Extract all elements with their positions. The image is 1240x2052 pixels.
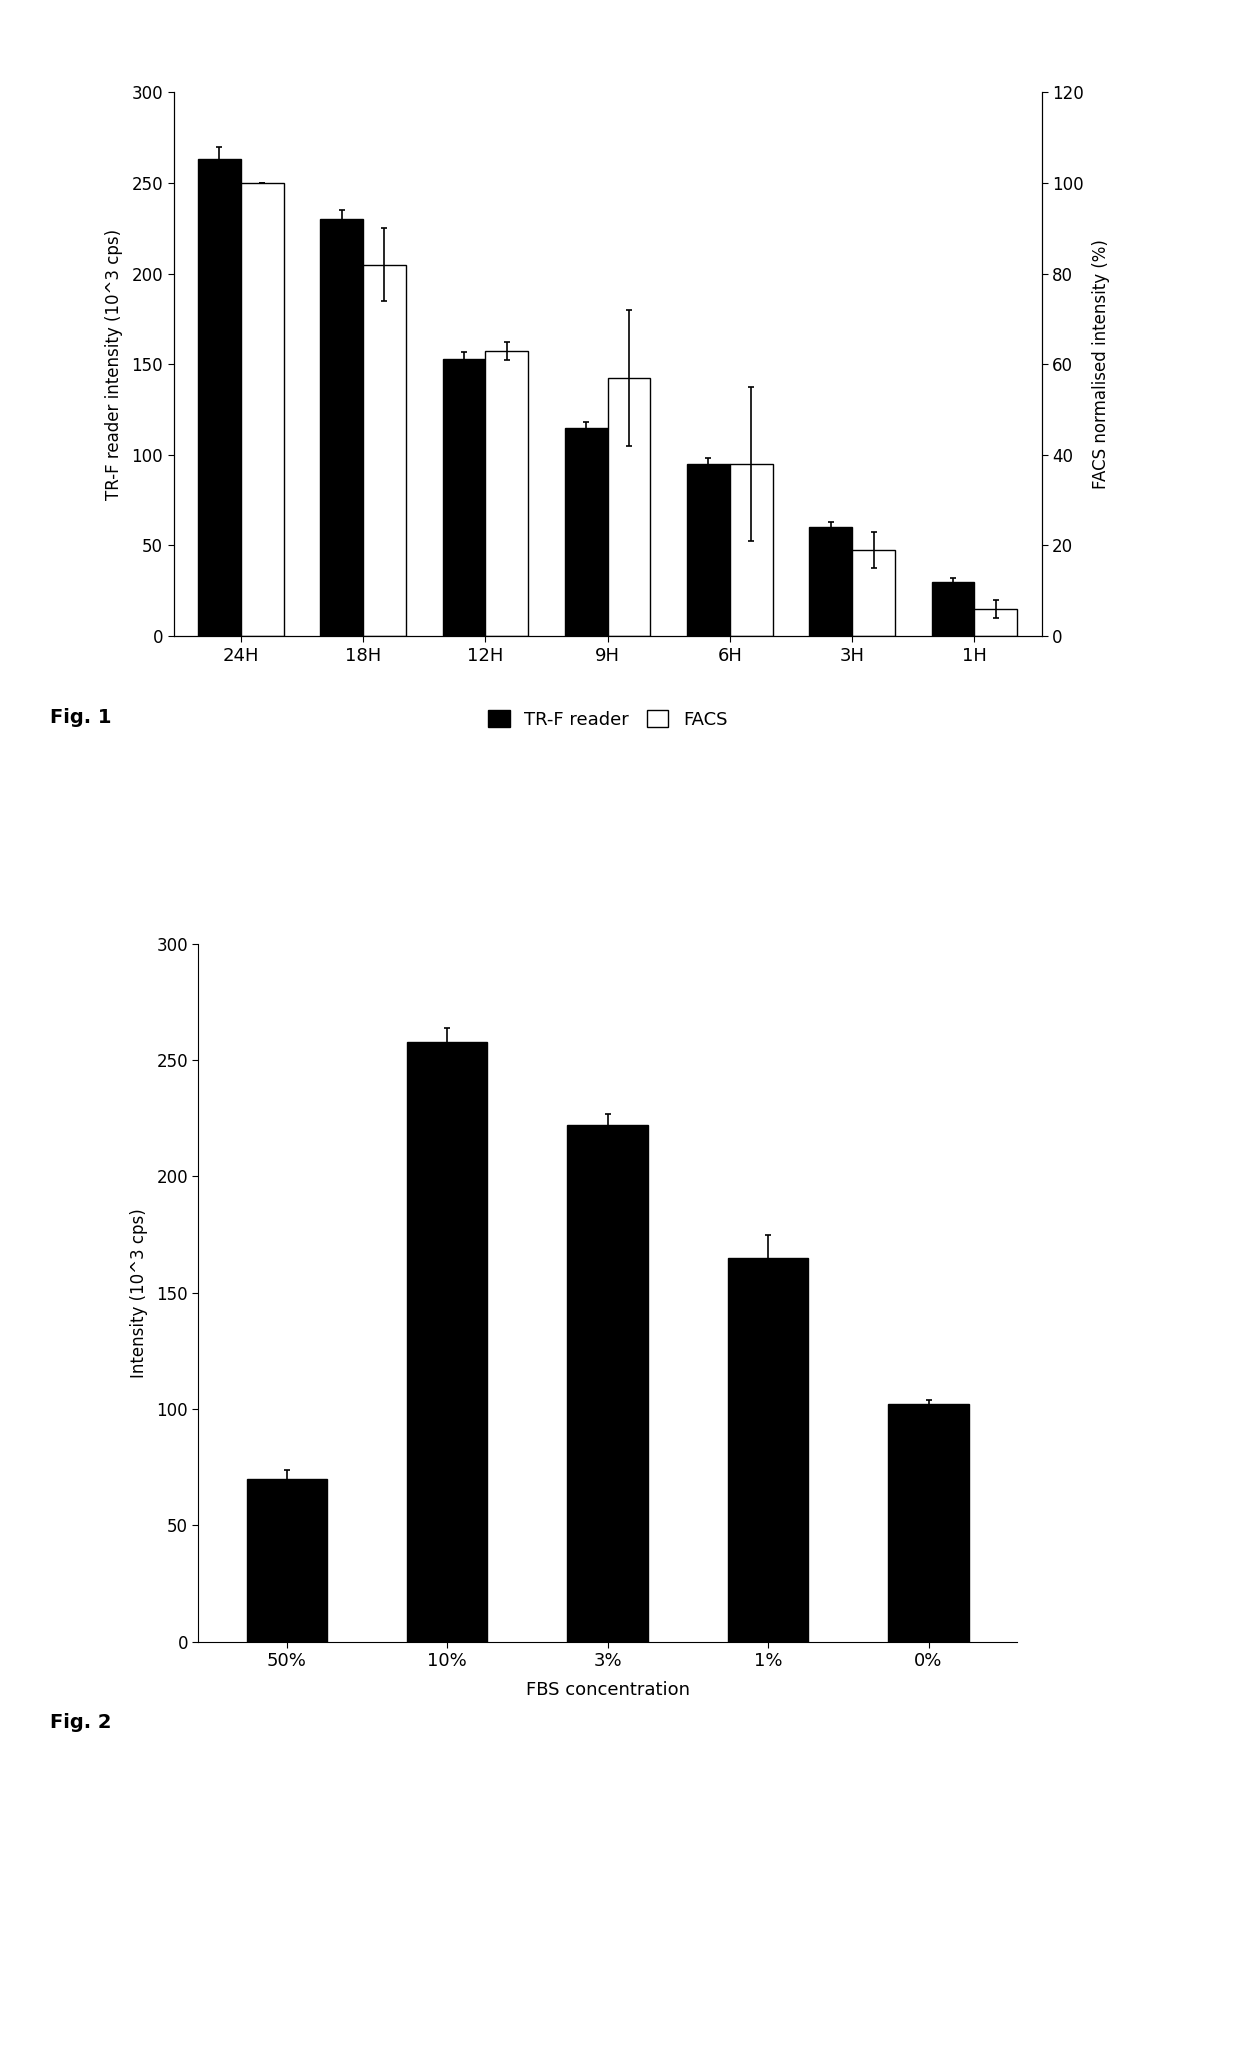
Bar (852, 550, 895, 636)
Text: Fig. 2: Fig. 2 (50, 1713, 112, 1732)
Text: Fig. 1: Fig. 1 (50, 708, 112, 726)
Bar (888, 1404, 968, 1642)
Bar (241, 183, 284, 636)
Legend: TR-F reader, FACS: TR-F reader, FACS (481, 704, 734, 737)
Bar (443, 359, 485, 636)
Bar (687, 464, 730, 636)
Y-axis label: FACS normalised intensity (%): FACS normalised intensity (%) (1092, 240, 1110, 488)
Bar (975, 609, 1017, 636)
Bar (407, 1042, 487, 1642)
Bar (568, 1124, 647, 1642)
Bar (363, 265, 405, 636)
Bar (728, 1258, 808, 1642)
Bar (931, 583, 975, 636)
Bar (608, 378, 651, 636)
Bar (320, 220, 363, 636)
Bar (810, 527, 852, 636)
Y-axis label: TR-F reader intensity (10^3 cps): TR-F reader intensity (10^3 cps) (105, 228, 123, 501)
Bar (247, 1479, 327, 1642)
Bar (198, 160, 241, 636)
X-axis label: FBS concentration: FBS concentration (526, 1681, 689, 1699)
Bar (485, 351, 528, 636)
Bar (730, 464, 773, 636)
Bar (564, 427, 608, 636)
Y-axis label: Intensity (10^3 cps): Intensity (10^3 cps) (130, 1209, 148, 1377)
